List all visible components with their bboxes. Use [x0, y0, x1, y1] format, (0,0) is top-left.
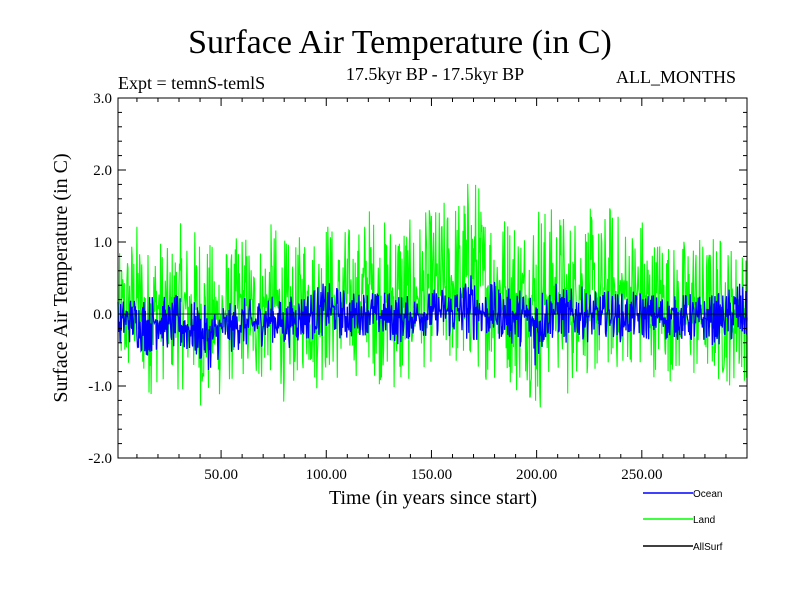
- y-tick-label: 2.0: [93, 163, 112, 179]
- x-tick-label: 200.00: [516, 467, 557, 483]
- x-tick-label: 50.00: [204, 467, 238, 483]
- y-tick-label: -2.0: [88, 451, 112, 467]
- legend-label-allsurf: AllSurf: [693, 542, 723, 553]
- y-axis-label: Surface Air Temperature (in C): [50, 153, 72, 402]
- y-tick-label: 0.0: [93, 307, 112, 323]
- y-tick-label: 1.0: [93, 235, 112, 251]
- months-label: ALL_MONTHS: [616, 67, 736, 87]
- x-tick-label: 250.00: [621, 467, 662, 483]
- legend-label-land: Land: [693, 515, 715, 526]
- experiment-label: Expt = temnS-temlS: [118, 73, 266, 93]
- series-land-line: [117, 183, 748, 408]
- legend-label-ocean: Ocean: [693, 489, 722, 500]
- chart-subtitle: 17.5kyr BP - 17.5kyr BP: [345, 64, 525, 84]
- x-tick-label: 100.00: [306, 467, 347, 483]
- series-ocean-line: [117, 275, 748, 371]
- chart-title: Surface Air Temperature (in C): [188, 24, 612, 61]
- plot-frame: [117, 97, 748, 459]
- x-tick-label: 150.00: [411, 467, 452, 483]
- x-axis-label: Time (in years since start): [329, 487, 537, 509]
- y-tick-label: 3.0: [93, 91, 112, 107]
- y-tick-label: -1.0: [88, 379, 112, 395]
